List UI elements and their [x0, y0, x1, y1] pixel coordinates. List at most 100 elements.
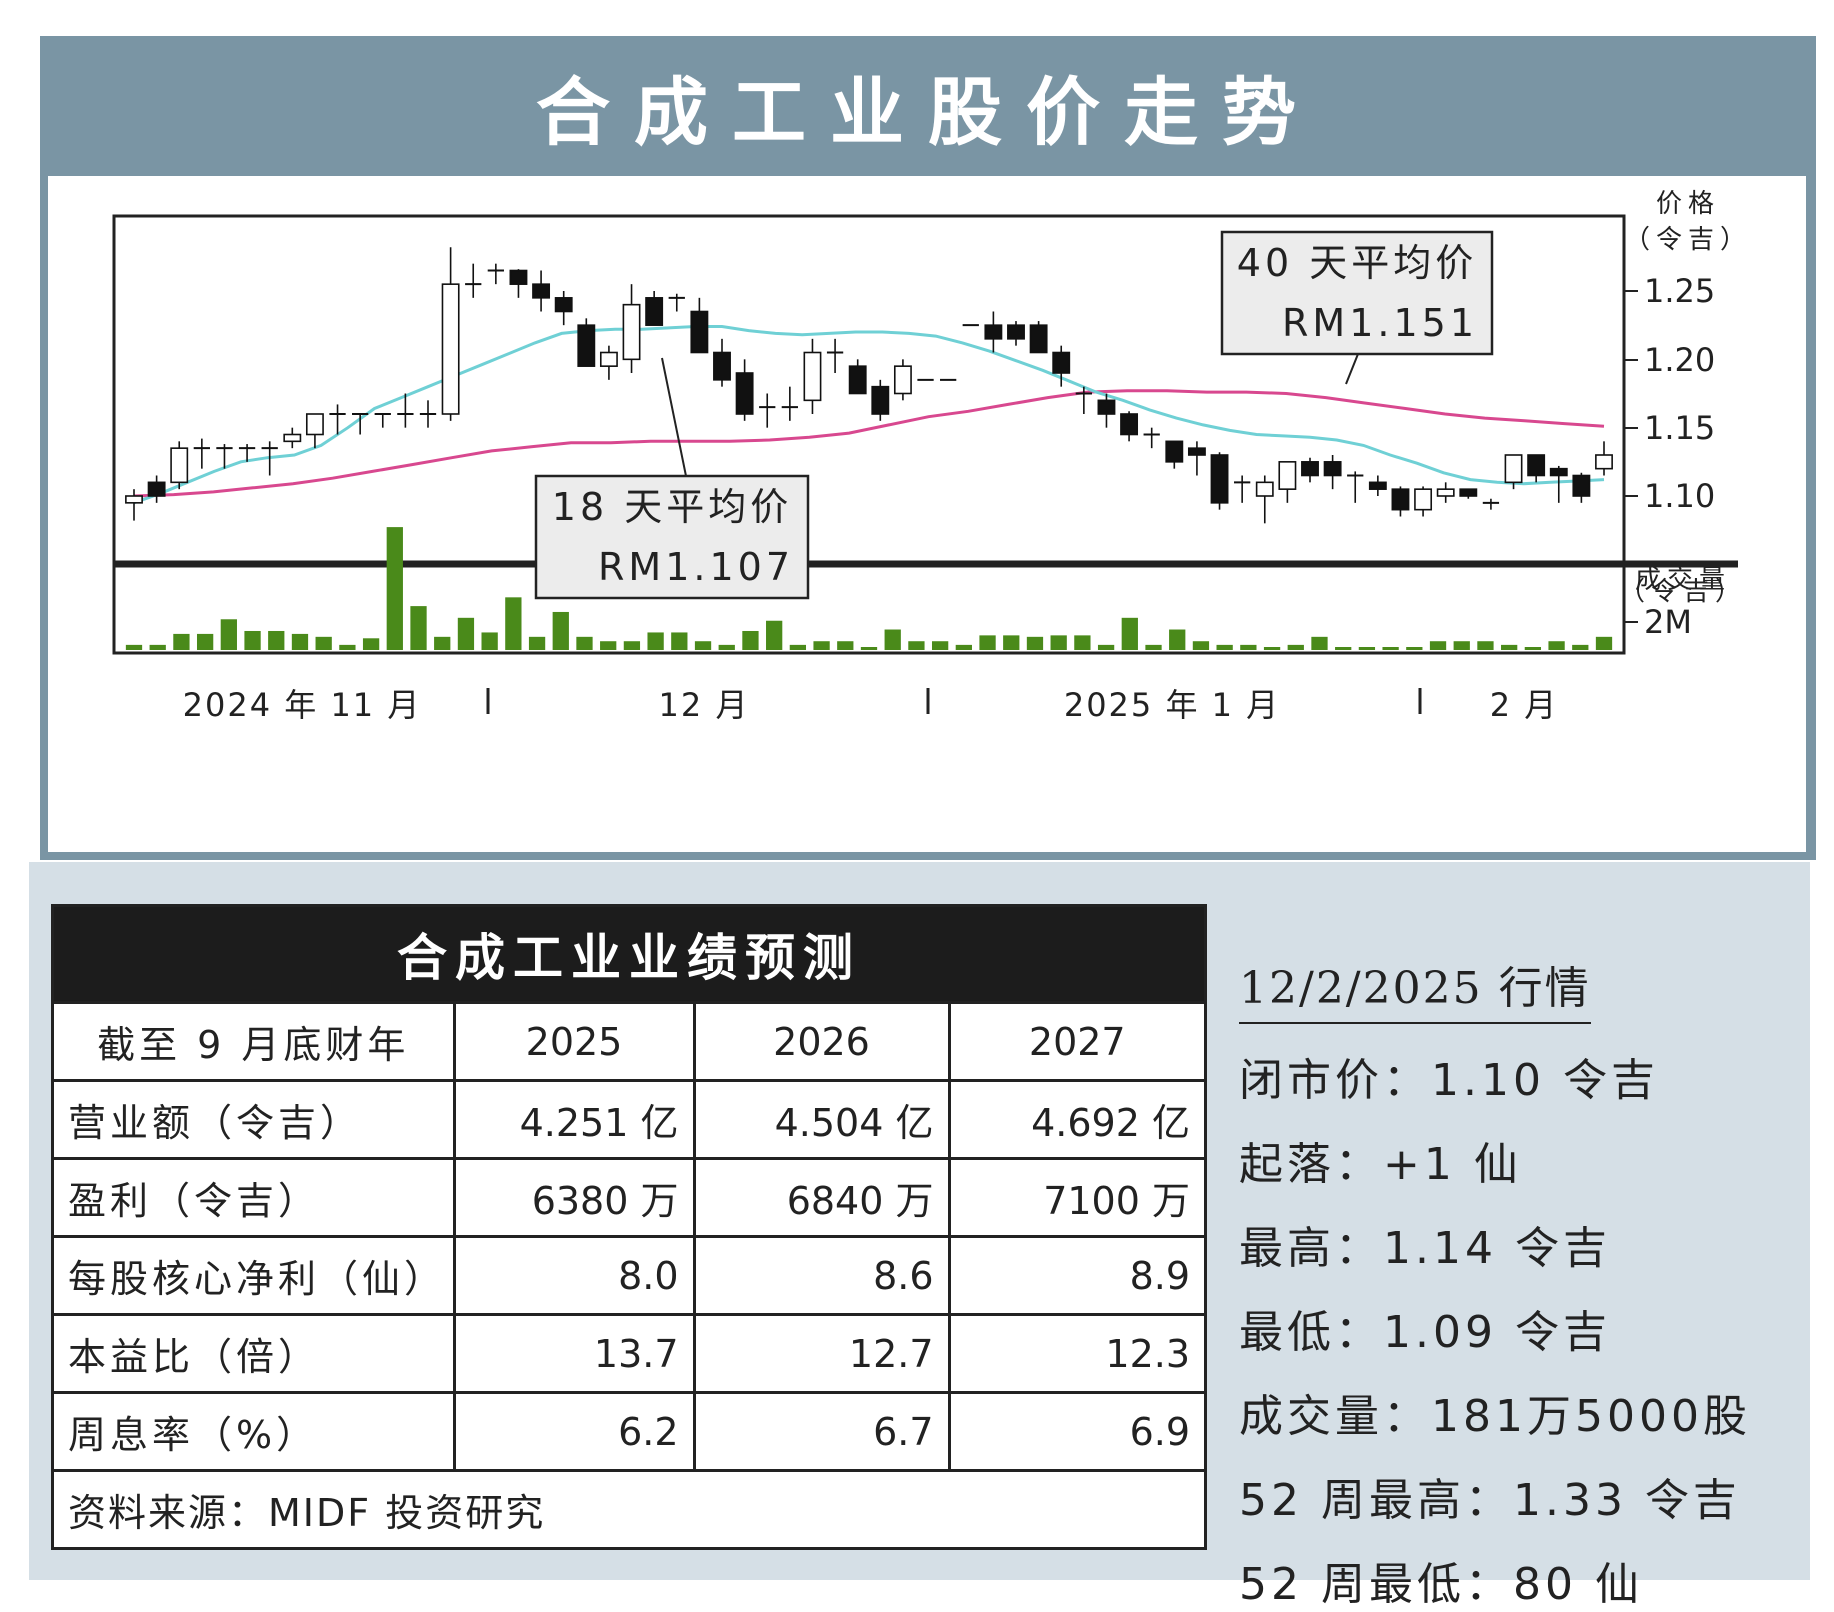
volume-bar [789, 644, 807, 650]
candle [1347, 471, 1364, 503]
volume-bar [291, 633, 309, 650]
candle [261, 441, 278, 476]
candle [622, 284, 641, 373]
volume-axis-label: 成交量 [1635, 565, 1731, 595]
price-axis: 1.25 1.20 1.15 1.10 价格 （令吉） [1624, 189, 1746, 515]
candle-body [1549, 467, 1568, 477]
volume-bar [505, 597, 522, 650]
x-axis-label: 2025 年 1 月 [1064, 686, 1280, 724]
quote-high: 最高：1.14 令吉 [1239, 1223, 1611, 1274]
candle-body [554, 297, 573, 313]
candle [1165, 440, 1184, 469]
candle [1143, 427, 1160, 449]
table-cell: 4.251 亿 [452, 1079, 696, 1160]
table-cell: 7100 万 [947, 1157, 1204, 1238]
candle [397, 393, 414, 428]
candle-body [1029, 324, 1048, 354]
candle-body [1436, 488, 1455, 497]
volume-bar [386, 527, 403, 650]
quote-change: 起落：+1 仙 [1239, 1139, 1522, 1190]
volume-bar [1477, 641, 1494, 650]
column-header: 2027 [947, 1001, 1204, 1082]
volume-bar [694, 641, 712, 650]
ma18-callout-value: RM1.107 [598, 545, 794, 589]
volume-bar [742, 630, 759, 650]
volume-bar [1406, 647, 1423, 650]
candle-body [690, 310, 709, 354]
candle [487, 263, 504, 285]
volume-bar [837, 641, 854, 650]
forecast-table-card: 合成工业业绩预测 截至 9 月底财年 2025 2026 2027 营业额（令吉… [51, 904, 1207, 1550]
candle [984, 311, 1003, 353]
volume-bar [268, 630, 285, 650]
volume-bar [813, 641, 830, 650]
source-row: 资料来源：MIDF 投资研究 [54, 1469, 1204, 1547]
candle-body [984, 324, 1003, 340]
volume-axis-unit: （令吉） [1619, 577, 1747, 607]
x-axis-label: 2024 年 11 月 [183, 686, 422, 724]
price-tick-label: 1.20 [1644, 341, 1715, 379]
volume-bar [1429, 641, 1447, 650]
volume-bar [1216, 644, 1233, 650]
volume-bar [1287, 644, 1304, 650]
candle-body [283, 433, 302, 443]
candle [1007, 321, 1025, 346]
table-row: 周息率（%） 6.2 6.7 6.9 [54, 1391, 1204, 1472]
candle [871, 379, 890, 421]
volume-bar [1572, 644, 1589, 650]
table-row: 营业额（令吉） 4.251 亿 4.504 亿 4.692 亿 [54, 1079, 1204, 1160]
candle-body [1007, 324, 1025, 340]
volume-bar [1050, 635, 1067, 650]
candle-body [1278, 461, 1297, 490]
candle-body [532, 283, 551, 299]
volume-bar [1501, 644, 1518, 650]
volume-bar [1453, 641, 1470, 650]
candle [803, 338, 822, 414]
candle [532, 270, 551, 312]
candle-body [1323, 461, 1342, 477]
volume-bar [1524, 647, 1542, 650]
candle-body [848, 365, 867, 395]
candle [1323, 455, 1342, 490]
candle-body [1459, 488, 1478, 497]
candle [1075, 386, 1092, 414]
candle-body [441, 283, 460, 415]
candle-body [622, 303, 641, 361]
table-row: 每股核心净利（仙） 8.0 8.6 8.9 [54, 1235, 1204, 1316]
candle-body [1572, 474, 1591, 497]
candle-body [577, 324, 596, 367]
candle [759, 393, 776, 428]
candle [781, 386, 798, 421]
volume-axis: 2M 成交量 （令吉） [1619, 565, 1747, 641]
candle-body [599, 351, 618, 367]
price-tick-label: 1.10 [1644, 477, 1715, 515]
volume-bar [1026, 636, 1044, 650]
candle-body [1595, 454, 1613, 470]
ma40-callout-title: 40 天平均价 [1237, 241, 1477, 285]
forecast-title: 合成工业业绩预测 [54, 907, 1204, 1001]
table-cell: 6.7 [692, 1391, 951, 1472]
table-cell: 6.9 [947, 1391, 1204, 1472]
price-tick-label: 1.15 [1644, 409, 1715, 447]
candle [1436, 482, 1455, 503]
volume-bar [671, 632, 688, 650]
volume-bar [528, 636, 546, 650]
candle-body [1165, 440, 1184, 463]
candle [1234, 475, 1251, 503]
quote-volume: 成交量：181万5000股 [1239, 1391, 1751, 1442]
candle [1414, 486, 1433, 517]
candle [374, 413, 391, 428]
candle [893, 359, 912, 401]
candle-body [1097, 399, 1116, 415]
ma18-callout-title: 18 天平均价 [552, 485, 792, 529]
candle [1301, 457, 1319, 483]
table-cell: 12.7 [692, 1313, 951, 1394]
candle [1120, 411, 1139, 442]
candle [170, 441, 189, 490]
source-note: 资料来源：MIDF 投资研究 [54, 1469, 1204, 1547]
volume-bar [1074, 635, 1091, 650]
candle [554, 291, 573, 326]
candle-body [645, 297, 664, 326]
candle [645, 291, 664, 326]
volume-bar [1169, 629, 1186, 650]
